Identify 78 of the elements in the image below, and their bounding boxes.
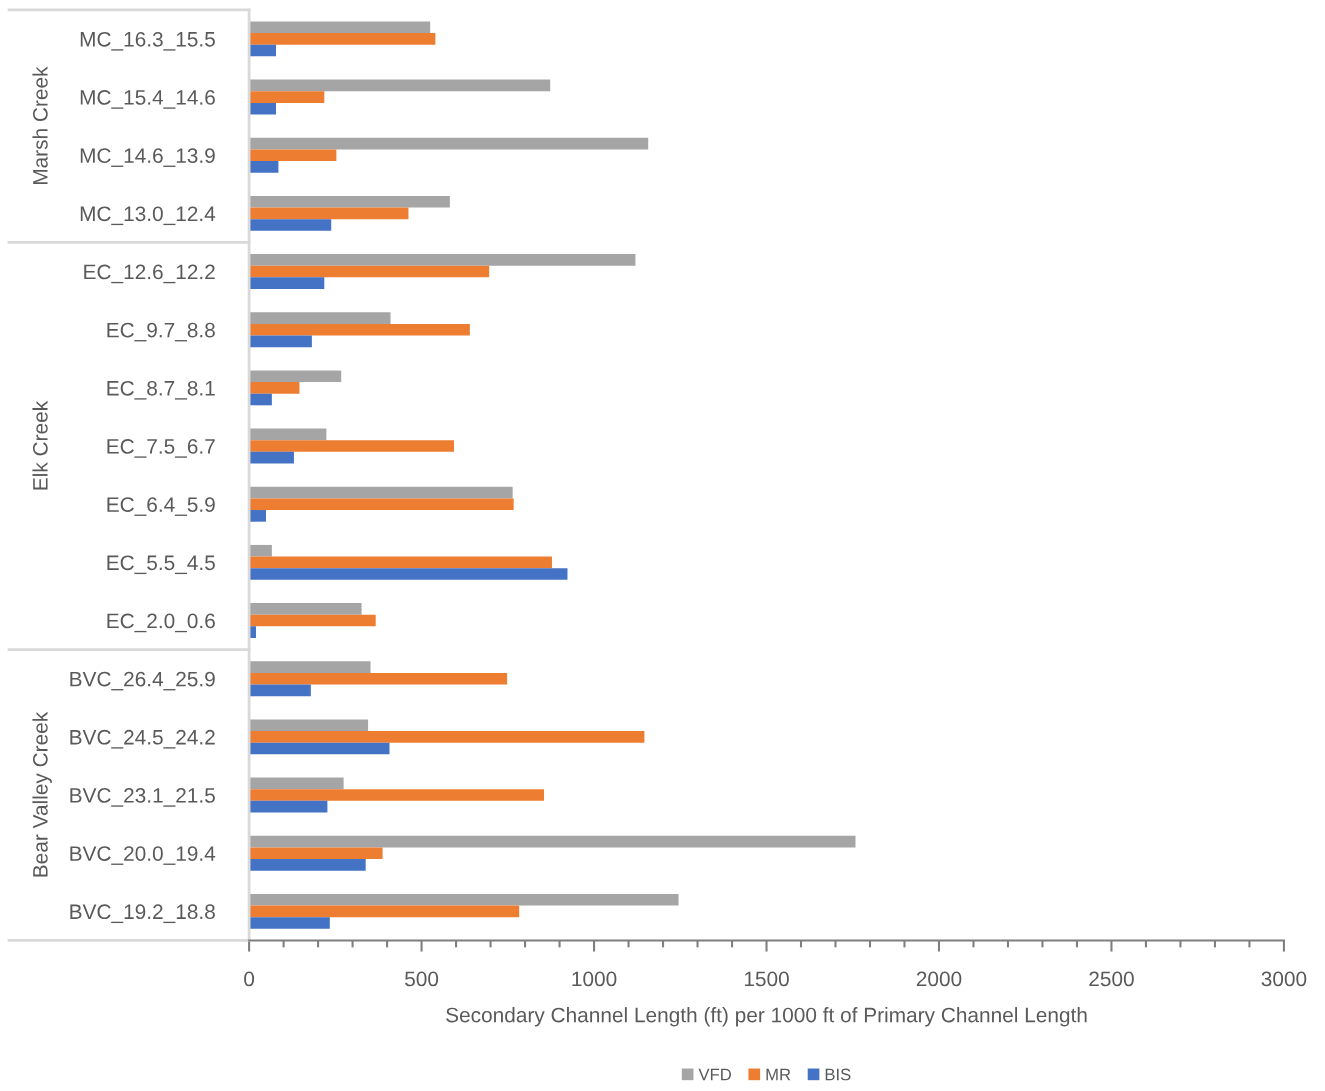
y-tick-label: EC_2.0_0.6 xyxy=(107,613,215,633)
bar xyxy=(249,789,545,801)
bar xyxy=(249,440,454,452)
bar xyxy=(249,265,490,278)
bar xyxy=(249,428,327,441)
y-tick-label: BVC_20.0_19.4 xyxy=(70,846,216,865)
y-tick-label: EC_7.5_6.7 xyxy=(107,439,215,458)
bar xyxy=(249,195,450,208)
y-tick-label: BVC_26.4_25.9 xyxy=(70,671,215,691)
bar xyxy=(249,719,369,732)
bar xyxy=(249,672,508,685)
text: Bear Valley Creek xyxy=(32,711,52,877)
legend-label: VFD xyxy=(698,1068,731,1081)
bar xyxy=(249,893,679,906)
bar xyxy=(249,742,390,755)
bar xyxy=(249,626,256,638)
y-tick-label: MC_13.0_12.4 xyxy=(80,206,216,226)
bar xyxy=(249,382,300,394)
y-tick-label: BVC_23.1_21.5 xyxy=(70,788,215,807)
bar xyxy=(249,254,636,266)
bar xyxy=(249,661,371,673)
bar xyxy=(249,79,551,92)
bar xyxy=(249,731,645,743)
text: Elk Creek xyxy=(32,400,48,490)
bar xyxy=(249,684,311,697)
bar xyxy=(249,102,277,115)
bar xyxy=(249,510,266,522)
x-tick-label: 1000 xyxy=(572,971,617,987)
bar xyxy=(249,44,277,57)
bar xyxy=(249,370,342,383)
y-tick-label: EC_8.7_8.1 xyxy=(107,380,215,400)
bar xyxy=(249,905,520,918)
bar xyxy=(249,486,513,499)
bar xyxy=(249,312,391,324)
bar xyxy=(249,859,366,871)
x-tick-label: 500 xyxy=(405,971,439,987)
y-tick-label: MC_15.4_14.6 xyxy=(80,90,215,109)
bar xyxy=(249,777,344,790)
legend-label: BIS xyxy=(825,1068,851,1081)
bar xyxy=(249,149,337,162)
y-tick-label: MC_16.3_15.5 xyxy=(80,31,215,51)
x-tick-label: 3000 xyxy=(1261,971,1307,987)
bar xyxy=(249,335,312,348)
y-tick-label: MC_14.6_13.9 xyxy=(80,148,215,167)
bar xyxy=(249,393,272,406)
bar xyxy=(249,161,279,173)
bar xyxy=(249,91,325,103)
x-tick-label: 2500 xyxy=(1089,971,1134,987)
bar xyxy=(249,917,330,929)
bar xyxy=(249,219,332,231)
bar xyxy=(249,800,328,813)
bar xyxy=(249,323,470,336)
y-tick-label: EC_5.5_4.5 xyxy=(107,555,215,575)
bar xyxy=(249,498,514,511)
bar xyxy=(249,21,431,34)
y-tick-label: BVC_24.5_24.2 xyxy=(70,729,215,749)
text: Marsh Creek xyxy=(32,66,48,185)
y-tick-label: BVC_19.2_18.8 xyxy=(70,904,215,924)
bar xyxy=(249,544,272,557)
x-tick-label: 0 xyxy=(244,971,255,987)
y-tick-label: EC_9.7_8.8 xyxy=(107,322,215,342)
x-tick-label: 1500 xyxy=(744,971,789,987)
bar xyxy=(249,614,376,627)
bar xyxy=(249,556,552,569)
bar xyxy=(249,603,362,615)
bar xyxy=(249,277,325,290)
bar xyxy=(249,33,436,45)
bar xyxy=(249,568,568,580)
y-tick-label: EC_12.6_12.2 xyxy=(84,264,215,284)
x-axis-title: Secondary Channel Length (ft) per 1000 ft of Primary Channel Length xyxy=(446,1007,1087,1027)
bar xyxy=(249,207,409,220)
bar xyxy=(249,137,649,150)
legend-label: MR xyxy=(766,1068,791,1081)
y-tick-label: EC_6.4_5.9 xyxy=(107,497,215,516)
x-tick-label: 2000 xyxy=(916,971,962,987)
bar xyxy=(249,835,856,848)
bar xyxy=(249,451,294,464)
bar xyxy=(249,847,383,860)
